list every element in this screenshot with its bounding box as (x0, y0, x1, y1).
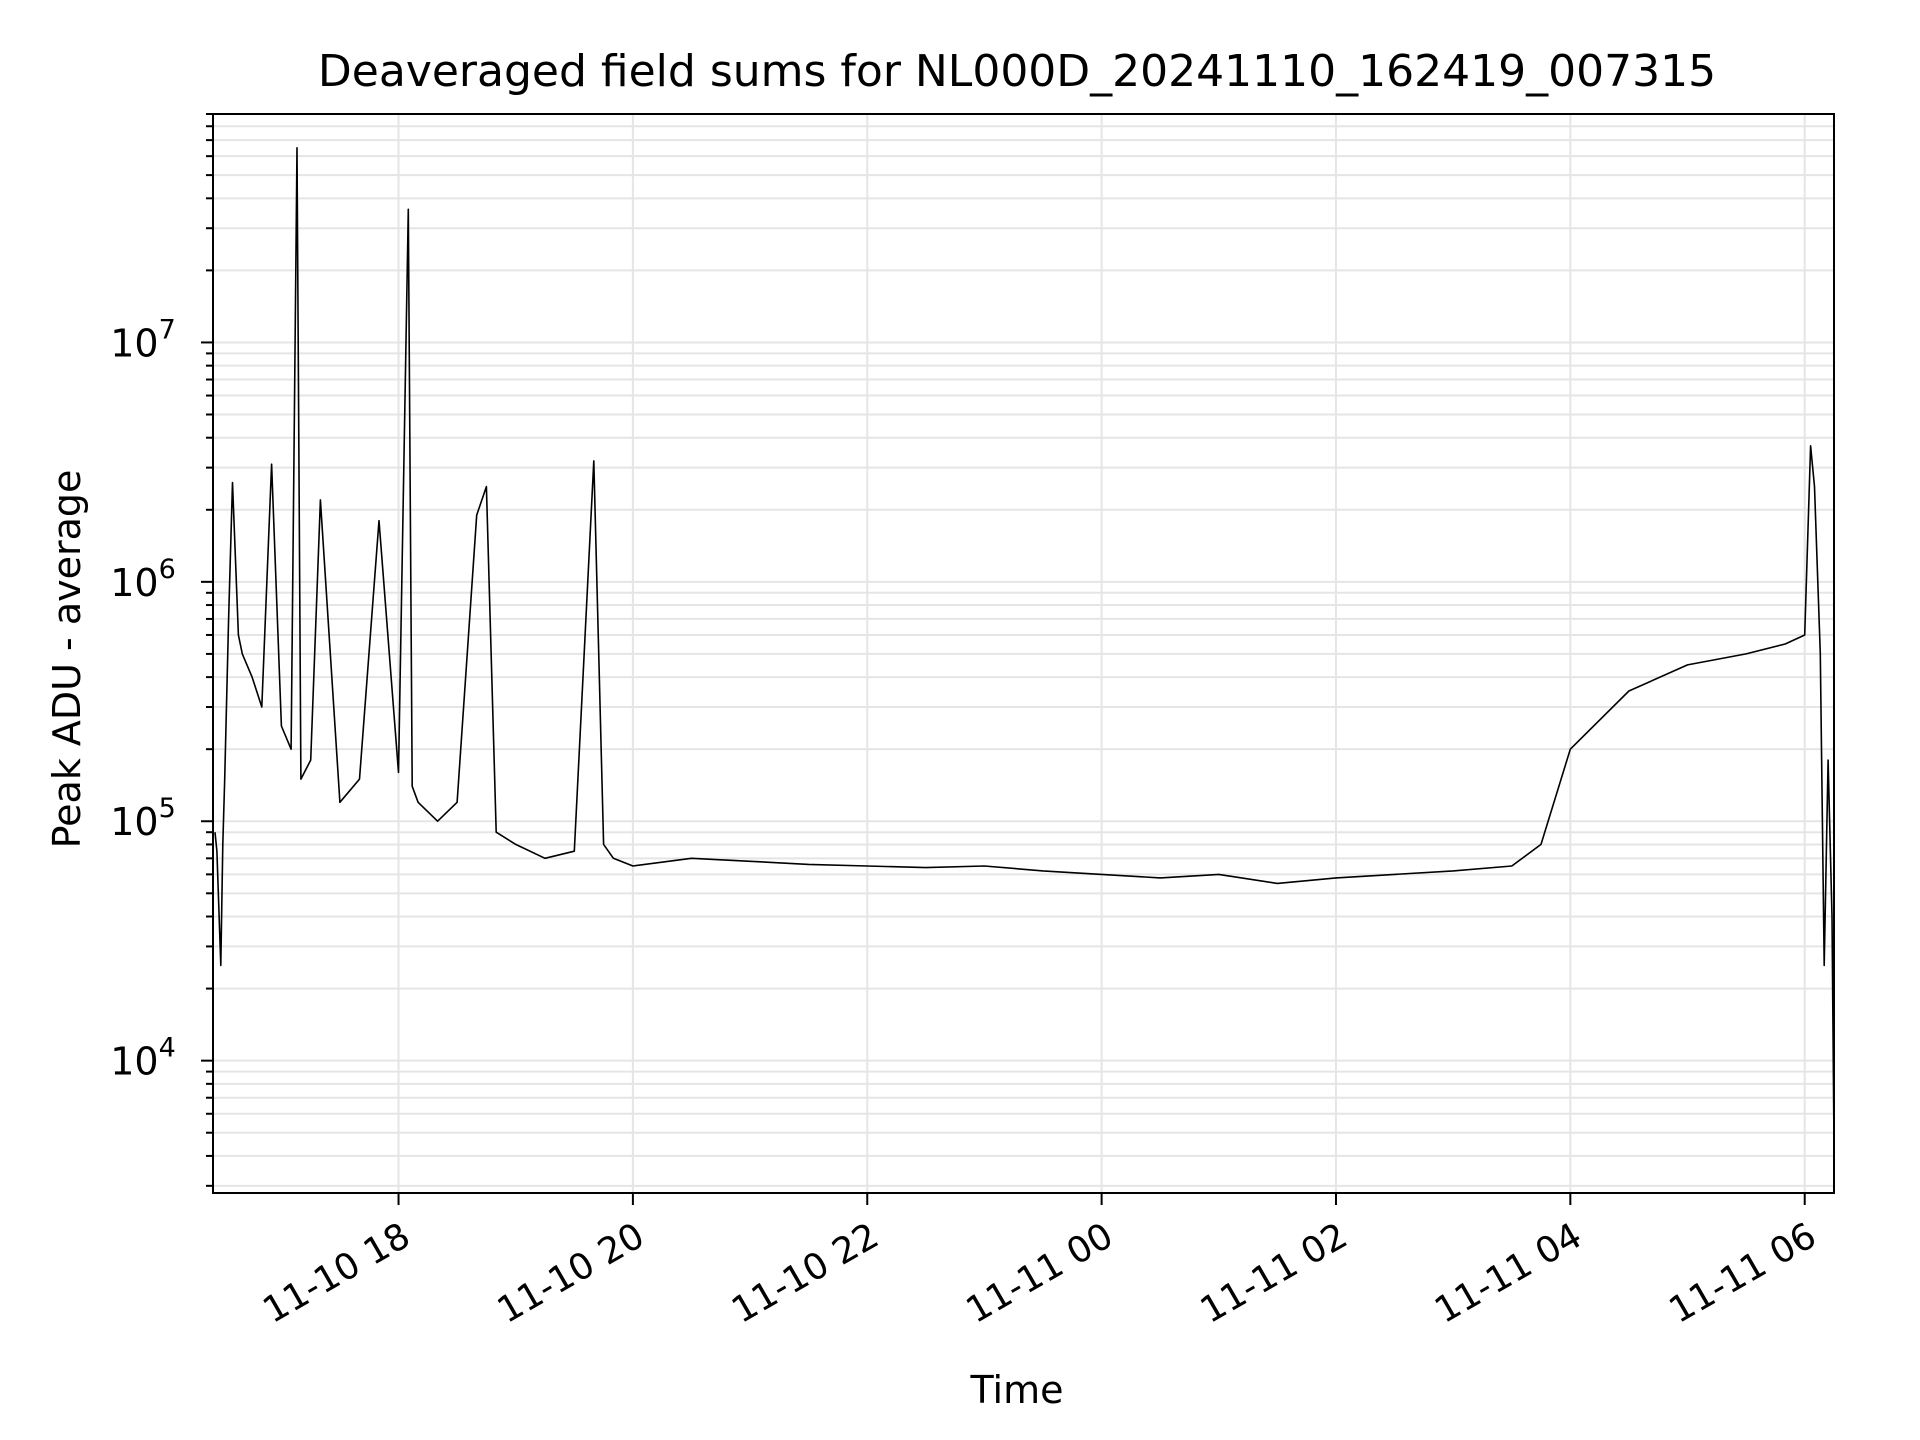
series-line-0 (214, 147, 1835, 1144)
y-tick-label: 107 (110, 314, 176, 365)
chart-title: Deaveraged field sums for NL000D_2024111… (318, 46, 1716, 97)
y-tick-label: 104 (110, 1033, 176, 1084)
y-axis-label: Peak ADU - average (45, 470, 89, 849)
grid (213, 113, 1834, 1193)
x-axis-label: Time (970, 1368, 1064, 1412)
y-tick-label: 105 (110, 793, 176, 844)
y-tick-label: 106 (110, 554, 176, 605)
data-series (214, 147, 1835, 1144)
